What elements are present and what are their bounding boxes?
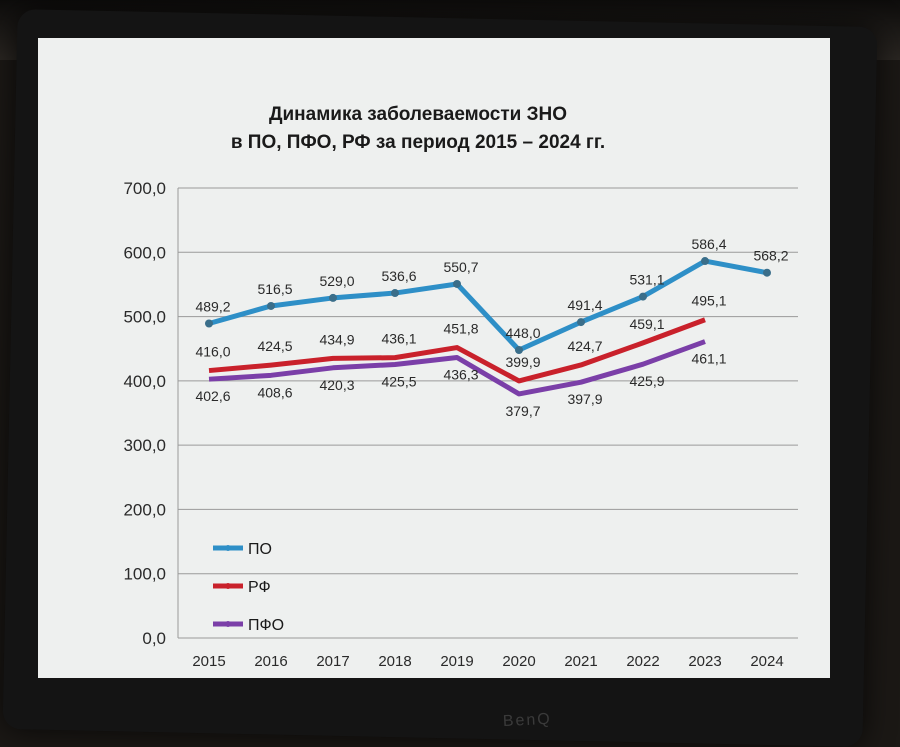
x-tick-label: 2015: [192, 653, 225, 670]
data-label: 491,4: [567, 297, 602, 313]
y-tick-label: 0,0: [142, 629, 166, 648]
y-tick-label: 400,0: [123, 372, 166, 391]
x-tick-label: 2017: [316, 653, 349, 670]
data-labels: 489,2 516,5 529,0 536,6 550,7 448,0 491,4 531,1…: [195, 236, 788, 419]
data-label: 516,5: [257, 281, 292, 297]
data-label: 408,6: [257, 384, 292, 400]
y-tick-label: 700,0: [123, 179, 166, 198]
data-label: 379,7: [505, 403, 540, 419]
data-point: [577, 318, 585, 327]
data-label: 461,1: [691, 351, 726, 367]
x-tick-label: 2016: [254, 653, 287, 670]
y-tick-label: 600,0: [123, 243, 166, 262]
data-label: 495,1: [691, 293, 726, 309]
series-group: [205, 257, 771, 397]
legend-marker: [225, 583, 231, 589]
x-tick-label: 2021: [564, 653, 597, 670]
series-line-2: [208, 317, 706, 384]
legend-label: ПФО: [248, 617, 284, 634]
data-label: 402,6: [195, 388, 230, 404]
data-point: [267, 301, 275, 310]
data-label: 420,3: [319, 377, 354, 393]
y-axis-ticks: 0,0 100,0 200,0 300,0 400,0 500,0 600,0 700,0: [123, 179, 166, 648]
chart-title-line2: в ПО, ПФО, РФ за период 2015 – 2024 гг.: [231, 132, 605, 153]
x-tick-label: 2024: [750, 653, 783, 670]
data-label: 529,0: [319, 273, 354, 289]
data-label: 436,3: [443, 367, 478, 383]
y-tick-label: 100,0: [123, 565, 166, 584]
data-label: 568,2: [753, 248, 788, 264]
data-label: 425,5: [381, 373, 416, 389]
data-label: 489,2: [195, 299, 230, 315]
slide-screen: Динамика заболеваемости ЗНО в ПО, ПФО, Р…: [38, 38, 830, 678]
series-line-1: [208, 258, 768, 353]
data-label: 459,1: [629, 316, 664, 332]
series-line-3: [208, 339, 706, 397]
grid-lines: [177, 187, 798, 639]
y-tick-label: 200,0: [123, 500, 166, 519]
monitor-brand: BenQ: [502, 710, 553, 731]
x-tick-label: 2022: [626, 653, 659, 670]
data-point: [329, 293, 337, 302]
data-label: 425,9: [629, 373, 664, 389]
data-label: 586,4: [691, 236, 726, 252]
legend-marker: [225, 545, 231, 551]
data-point: [639, 292, 647, 301]
data-label: 448,0: [505, 325, 540, 341]
legend-label: РФ: [248, 579, 271, 596]
data-label: 399,9: [505, 354, 540, 370]
legend-label: ПО: [248, 541, 272, 558]
data-point: [205, 319, 213, 328]
data-point: [453, 279, 461, 288]
data-label: 550,7: [443, 259, 478, 275]
data-label: 424,5: [257, 338, 292, 354]
chart-svg: Динамика заболеваемости ЗНО в ПО, ПФО, Р…: [123, 104, 798, 670]
data-point: [391, 289, 399, 298]
legend-marker: [225, 621, 231, 627]
data-label: 397,9: [567, 391, 602, 407]
y-tick-label: 500,0: [123, 308, 166, 327]
data-label: 536,6: [381, 268, 416, 284]
data-point: [515, 346, 523, 354]
x-tick-label: 2023: [688, 653, 721, 670]
data-label: 424,7: [567, 338, 602, 354]
legend: ПО РФ ПФО: [213, 541, 284, 634]
data-label: 416,0: [195, 344, 230, 360]
data-label: 434,9: [319, 331, 354, 347]
data-label: 451,8: [443, 321, 478, 337]
y-tick-label: 300,0: [123, 436, 166, 455]
x-axis-ticks: 2015 2016 2017 2018 2019 2020 2021 2022 2023 2024: [192, 653, 783, 670]
x-tick-label: 2019: [440, 653, 473, 670]
data-label: 436,1: [381, 331, 416, 347]
chart-title-line1: Динамика заболеваемости ЗНО: [269, 104, 567, 125]
x-tick-label: 2020: [502, 653, 535, 670]
data-label: 531,1: [629, 272, 664, 288]
data-point: [701, 257, 709, 266]
x-tick-label: 2018: [378, 653, 411, 670]
data-point: [763, 268, 771, 277]
